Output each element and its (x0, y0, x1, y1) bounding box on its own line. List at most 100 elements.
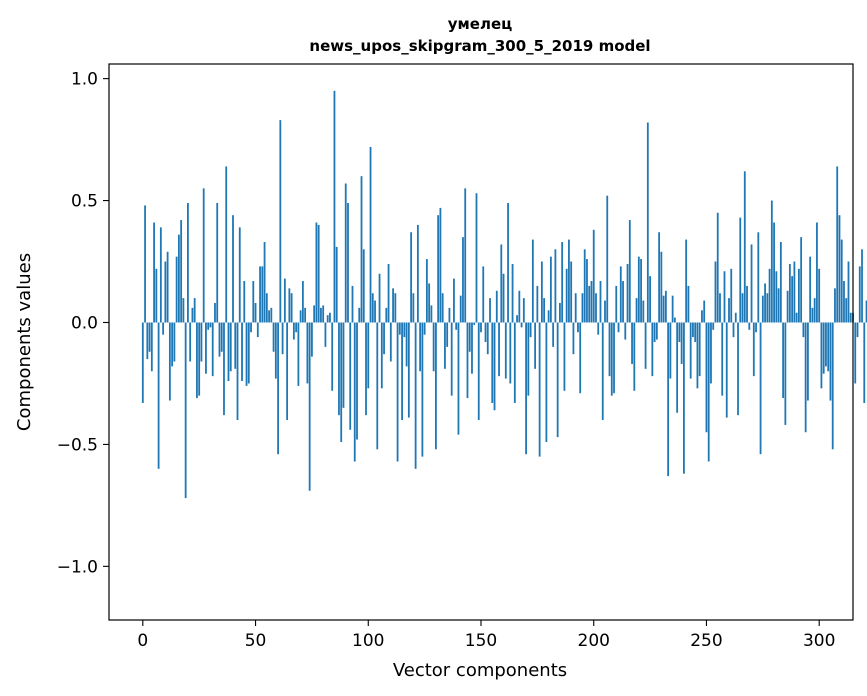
bar (389, 322, 392, 362)
bar (477, 322, 480, 421)
bar (809, 256, 812, 323)
bar (509, 322, 512, 384)
bar (471, 322, 473, 374)
bar (205, 322, 207, 374)
bar (211, 322, 214, 377)
bar (306, 322, 309, 384)
bar (214, 302, 216, 323)
bar (651, 322, 654, 377)
bar (288, 288, 291, 323)
bar (261, 266, 264, 323)
bar (586, 259, 588, 323)
bar (730, 268, 733, 323)
bar (540, 261, 543, 323)
bar (658, 232, 661, 323)
bar (759, 322, 762, 455)
bar (818, 268, 821, 323)
bar (525, 322, 527, 455)
bar (849, 312, 852, 323)
bar (723, 271, 726, 323)
bar (570, 261, 573, 323)
bar (714, 261, 717, 323)
bar (340, 322, 343, 442)
bar (173, 322, 176, 362)
bar (229, 322, 232, 372)
bar (416, 224, 419, 323)
bar (565, 268, 568, 323)
bar (615, 285, 618, 323)
bar (622, 281, 624, 323)
bar (529, 322, 532, 338)
bar (545, 322, 548, 442)
bar (367, 322, 370, 389)
bar (843, 281, 845, 323)
bar (683, 322, 685, 474)
x-tick-label: 100 (352, 631, 384, 651)
y-tick-label: 1.0 (71, 70, 98, 90)
bar (631, 322, 633, 364)
bar (202, 188, 205, 323)
bar (430, 305, 433, 323)
bar (863, 322, 866, 403)
bar (793, 261, 796, 323)
bar (667, 322, 670, 477)
bar (254, 302, 257, 323)
bar (559, 302, 561, 323)
bar (601, 322, 604, 421)
bar (825, 322, 827, 367)
bar (480, 322, 482, 333)
bar (425, 259, 428, 323)
bar (741, 293, 744, 323)
bar (353, 322, 356, 462)
bar (164, 261, 167, 323)
bar (268, 310, 270, 323)
bar (786, 290, 789, 323)
y-tick-label: −0.5 (57, 435, 98, 455)
bar (252, 281, 255, 323)
bar (829, 322, 832, 401)
bar (338, 322, 340, 416)
bar (333, 90, 336, 323)
bar (473, 322, 476, 325)
y-axis-label: Components values (14, 253, 35, 431)
bar (795, 312, 798, 323)
bar (568, 239, 570, 323)
bar (209, 322, 212, 328)
bar (680, 322, 683, 364)
bar (712, 322, 715, 330)
y-tick-label: 0.5 (71, 192, 98, 212)
bar (773, 222, 775, 323)
bar (791, 276, 794, 323)
bar (148, 322, 151, 352)
bar (324, 322, 327, 347)
bar (376, 322, 379, 450)
bar (292, 322, 295, 340)
bar (450, 322, 453, 396)
bar (457, 322, 460, 435)
bar (193, 298, 196, 323)
bar (592, 229, 595, 323)
bar (732, 322, 735, 338)
bar (520, 322, 523, 328)
bar (527, 322, 530, 396)
bar (766, 293, 769, 323)
bar (358, 307, 361, 323)
x-tick-label: 250 (690, 631, 722, 651)
bar (243, 281, 246, 323)
bar (290, 293, 293, 323)
bar (662, 295, 665, 323)
bar (495, 290, 498, 323)
bar (556, 322, 559, 438)
bar (482, 266, 485, 323)
bar (595, 293, 597, 323)
bar (831, 322, 834, 450)
bar (144, 205, 146, 323)
bar (788, 263, 791, 323)
bar (265, 293, 268, 323)
bar (599, 281, 602, 323)
bar (737, 322, 739, 416)
bar (475, 193, 478, 323)
bar (757, 232, 760, 323)
bar (342, 322, 345, 408)
bar (236, 322, 239, 421)
